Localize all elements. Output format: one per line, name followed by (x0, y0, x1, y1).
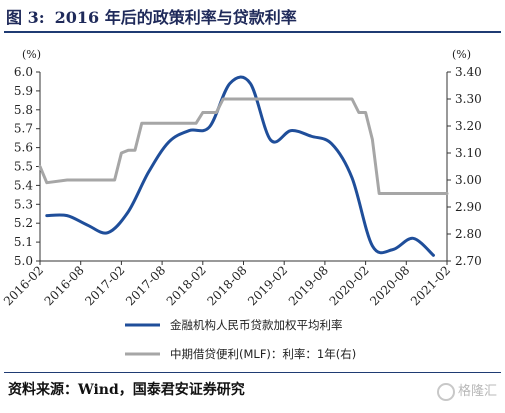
source-note: 资料来源：Wind，国泰君安证券研究 (8, 382, 245, 398)
x-tick-label: 2020-08 (367, 263, 412, 308)
right-tick-label: 3.00 (455, 173, 482, 187)
left-tick-label: 5.3 (14, 197, 33, 211)
right-axis-unit: (%) (452, 48, 471, 61)
x-tick-label: 2016-02 (1, 263, 46, 308)
left-tick-label: 5.7 (14, 122, 33, 136)
left-tick-label: 5.5 (14, 160, 33, 174)
legend: 金融机构人民币贷款加权平均利率 中期借贷便利(MLF)：利率：1年(右) (125, 318, 356, 361)
title-rule (4, 31, 501, 33)
right-tick-label: 3.20 (455, 119, 482, 133)
x-tick-label: 2020-02 (327, 263, 372, 308)
footer-rule (4, 372, 501, 373)
legend-label-mlf: 中期借贷便利(MLF)：利率：1年(右) (170, 347, 356, 361)
right-tick-label: 3.40 (455, 65, 482, 79)
left-tick-label: 5.4 (14, 178, 33, 192)
left-tick-label: 5.0 (14, 254, 33, 268)
x-tick-label: 2018-02 (164, 263, 209, 308)
legend-label-loan: 金融机构人民币贷款加权平均利率 (170, 318, 343, 332)
series-line-loan-rate (45, 75, 435, 257)
right-tick-label: 2.90 (455, 200, 482, 214)
right-tick-label: 3.30 (455, 92, 482, 106)
x-tick-label: 2019-02 (245, 263, 290, 308)
figure-title: 图 3: 2016 年后的政策利率与贷款利率 (6, 4, 297, 28)
watermark-text: 格隆汇 (457, 384, 497, 399)
axes: 6.0 5.9 5.8 5.7 5.6 5.5 5.4 5.3 5.2 5.1 5.0 3.40 3.3… (1, 65, 482, 308)
x-tick-label: 2018-08 (204, 263, 249, 308)
right-tick-label: 2.80 (455, 227, 482, 241)
x-tick-label: 2016-08 (42, 263, 87, 308)
x-tick-label: 2017-08 (123, 263, 168, 308)
series-layer (38, 75, 449, 257)
figure-title-text: 2016 年后的政策利率与贷款利率 (54, 8, 297, 27)
left-tick-label: 5.1 (14, 235, 33, 249)
left-tick-label: 5.9 (14, 84, 33, 98)
left-tick-label: 5.8 (14, 103, 33, 117)
x-tick-label: 2017-02 (82, 263, 127, 308)
right-tick-label: 2.70 (455, 254, 482, 268)
watermark-logo-icon (436, 382, 455, 401)
series-line-mlf-rate (38, 97, 449, 195)
left-tick-label: 6.0 (14, 65, 33, 79)
x-tick-label: 2019-08 (286, 263, 331, 308)
left-tick-label: 5.2 (14, 216, 33, 230)
chart: (%) (%) 6.0 5.9 5.8 5.7 5.6 5.5 5.4 5.3 5.2 5.1 5.… (1, 48, 482, 361)
figure-label: 图 3: (6, 8, 45, 27)
x-tick-label: 2021-02 (408, 263, 453, 308)
watermark: 格隆汇 (436, 380, 497, 401)
left-tick-label: 5.6 (14, 141, 33, 155)
left-axis-unit: (%) (22, 48, 41, 61)
right-tick-label: 3.10 (455, 146, 482, 160)
